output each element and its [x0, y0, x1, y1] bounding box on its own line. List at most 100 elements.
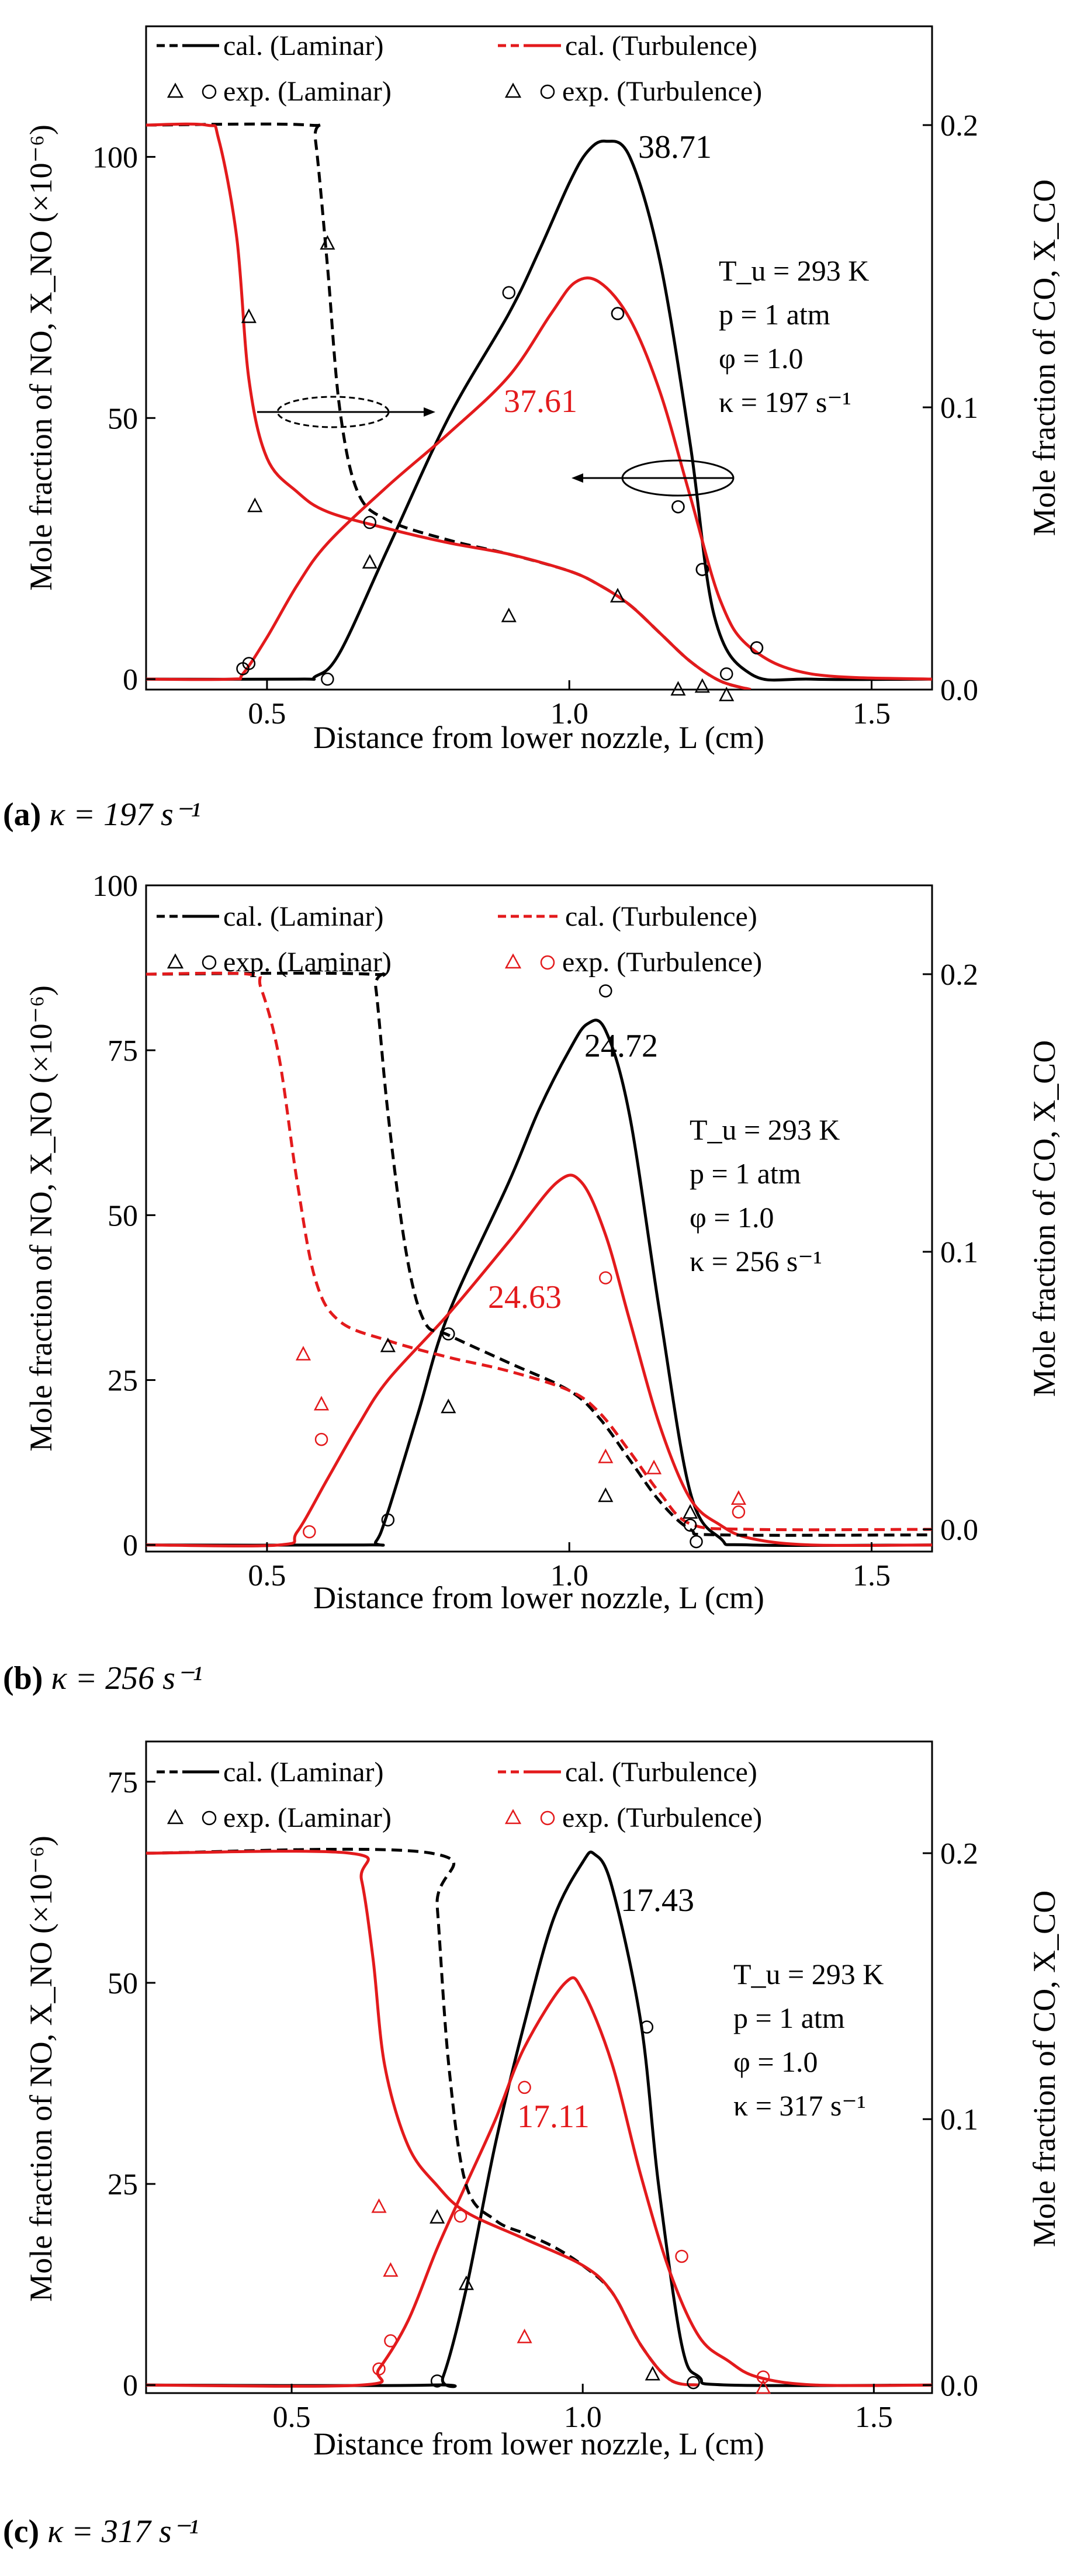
x-tick-label: 1.5	[855, 2401, 893, 2434]
y-left-tick-label: 50	[108, 402, 138, 435]
legend-marker-triangle-turbulence	[504, 953, 522, 969]
y-axis-label-left: Mole fraction of NO, X_NO (×10⁻⁶)	[23, 124, 58, 591]
y-right-tick-label: 0.0	[940, 1514, 978, 1547]
legend-marker-triangle-laminar	[167, 82, 184, 98]
data-point-exp-co-laminar	[362, 553, 378, 569]
legend-exp-laminar: exp. (Laminar)	[223, 947, 392, 978]
series-line-cal-co-laminar	[146, 1847, 699, 2387]
legend-marker-triangle-turbulence	[504, 1809, 522, 1824]
condition-temperature: T_u = 293 K	[733, 1958, 884, 1990]
y-axis-label-left: Mole fraction of NO, X_NO (×10⁻⁶)	[23, 985, 58, 1452]
x-tick-label: 1.5	[853, 697, 891, 730]
x-axis-label: Distance from lower nozzle, L (cm)	[313, 1580, 764, 1615]
condition-equivalence-ratio: φ = 1.0	[719, 342, 804, 375]
data-point-exp-co-turbulence	[598, 1448, 614, 1463]
y-right-tick-label: 0.2	[940, 109, 978, 143]
peak-label-laminar: 17.43	[621, 1882, 694, 1919]
plot-frame	[145, 25, 933, 691]
y-left-tick-label: 25	[108, 1365, 138, 1398]
legend-exp-turbulence: exp. (Turbulence)	[562, 1802, 762, 1833]
data-point-exp-no-laminar	[640, 2020, 654, 2034]
arrowhead-left-icon	[572, 473, 583, 483]
data-point-exp-co-turbulence	[756, 2379, 771, 2394]
data-point-exp-co-laminar	[320, 235, 335, 250]
condition-pressure: p = 1 atm	[719, 298, 830, 331]
data-point-exp-co-turbulence	[730, 1490, 746, 1505]
data-point-exp-co-laminar	[683, 1504, 698, 1519]
data-point-exp-no-turbulence	[756, 2370, 770, 2384]
data-point-exp-no-turbulence	[671, 500, 685, 514]
data-point-exp-co-laminar	[645, 2366, 660, 2381]
data-point-exp-no-laminar	[690, 1535, 703, 1549]
x-tick-label: 0.5	[248, 697, 286, 730]
data-point-exp-no-laminar	[321, 672, 334, 686]
condition-strain-rate: κ = 317 s⁻¹	[733, 2089, 866, 2122]
y-left-tick-label: 100	[92, 141, 138, 174]
data-point-exp-no-laminar	[599, 984, 612, 998]
legend-cal-laminar: cal. (Laminar)	[223, 901, 384, 932]
y-left-tick-label: 75	[108, 1034, 138, 1068]
series-line-cal-no-turbulence	[146, 276, 932, 681]
legend-marker-circle-turbulence	[540, 84, 555, 99]
series-line-cal-co-turbulence	[146, 122, 751, 690]
caption-id: (b)	[3, 1660, 43, 1696]
y-axis-label-right: Mole fraction of CO, X_CO	[1027, 179, 1062, 536]
series-line-cal-no-laminar	[146, 139, 932, 682]
condition-temperature: T_u = 293 K	[690, 1113, 840, 1146]
y-right-tick-label: 0.1	[940, 392, 978, 425]
condition-strain-rate: κ = 197 s⁻¹	[719, 386, 851, 418]
data-point-exp-co-laminar	[694, 678, 710, 693]
data-point-exp-co-laminar	[241, 308, 257, 323]
condition-equivalence-ratio: φ = 1.0	[733, 2045, 818, 2078]
y-left-tick-label: 100	[92, 870, 138, 903]
series-line-cal-no-laminar	[146, 1850, 932, 2388]
data-point-exp-no-laminar	[719, 667, 733, 681]
y-axis-label-left: Mole fraction of NO, X_NO (×10⁻⁶)	[23, 1836, 58, 2302]
series-line-cal-no-turbulence	[146, 1976, 932, 2388]
data-point-exp-no-turbulence	[695, 563, 709, 576]
y-left-tick-label: 0	[123, 2369, 138, 2402]
legend-cal-turbulence: cal. (Turbulence)	[565, 1757, 757, 1788]
peak-label-turbulence: 17.11	[517, 2099, 590, 2135]
caption-kappa: κ = 197 s⁻¹	[49, 797, 200, 833]
data-point-exp-no-turbulence	[750, 641, 764, 655]
condition-strain-rate: κ = 256 s⁻¹	[690, 1245, 822, 1277]
y-right-tick-label: 0.1	[940, 1236, 978, 1269]
data-point-exp-no-laminar	[381, 1513, 395, 1527]
legend-marker-triangle-turbulence	[504, 82, 522, 98]
data-point-exp-no-turbulence	[599, 1271, 612, 1284]
legend-marker-circle-turbulence	[540, 1810, 555, 1826]
data-point-exp-co-laminar	[458, 2275, 475, 2290]
series-line-cal-co-turbulence	[146, 1850, 699, 2387]
peak-label-laminar: 24.72	[584, 1028, 658, 1064]
legend-exp-turbulence: exp. (Turbulence)	[562, 76, 762, 107]
y-left-tick-label: 50	[108, 1967, 138, 2000]
data-point-exp-no-laminar	[683, 1518, 697, 1532]
data-point-exp-no-laminar	[502, 286, 516, 300]
condition-temperature: T_u = 293 K	[719, 254, 869, 287]
series-line-cal-co-laminar	[146, 122, 751, 690]
plot-frame	[145, 1740, 933, 2394]
peak-label-laminar: 38.71	[638, 129, 712, 165]
data-point-exp-co-laminar	[247, 497, 263, 513]
y-left-tick-label: 75	[108, 1766, 138, 1799]
panel-caption: (b) κ = 256 s⁻¹	[3, 1660, 202, 1696]
series-line-cal-no-laminar	[146, 1019, 932, 1547]
data-point-exp-co-turbulence	[371, 2198, 387, 2213]
x-tick-label: 1.5	[853, 1559, 891, 1592]
y-right-tick-label: 0.0	[940, 674, 978, 707]
x-tick-label: 1.0	[564, 2401, 602, 2434]
y-left-tick-label: 50	[108, 1199, 138, 1232]
y-right-tick-label: 0.2	[940, 1837, 978, 1871]
legend-marker-triangle-laminar	[167, 953, 184, 969]
plot-frame	[145, 884, 933, 1553]
data-point-exp-co-turbulence	[313, 1396, 330, 1411]
legend-exp-laminar: exp. (Laminar)	[223, 1802, 392, 1833]
legend-marker-circle-turbulence	[540, 955, 555, 970]
data-point-exp-no-turbulence	[363, 515, 377, 529]
data-point-exp-no-turbulence	[518, 2080, 531, 2094]
panel-b: 0.5 1.0 1.5 0 25 50 75 100 0.0 0.1 0.2 cal. (Lamin…	[3, 870, 1062, 1696]
condition-equivalence-ratio: φ = 1.0	[690, 1201, 774, 1234]
data-point-exp-co-laminar	[719, 686, 735, 701]
